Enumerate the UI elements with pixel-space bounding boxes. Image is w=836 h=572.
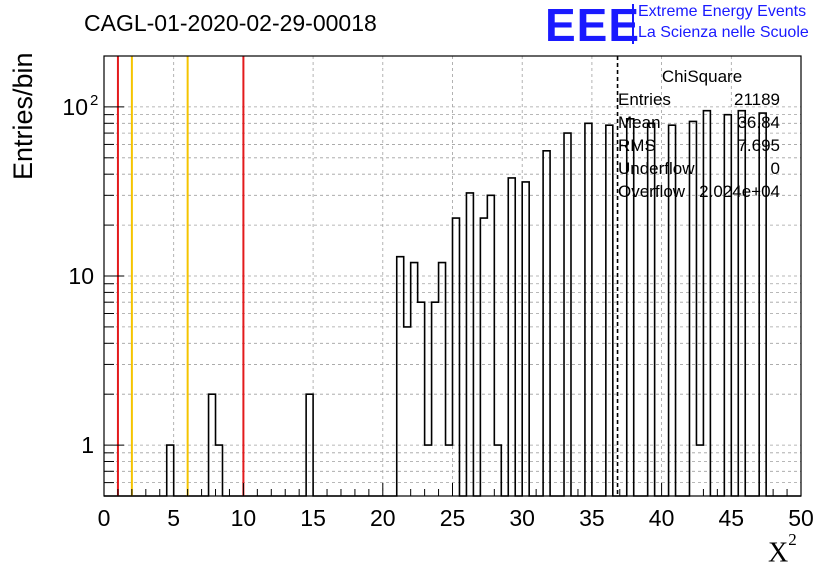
x-tick-label: 50 xyxy=(788,505,814,531)
histogram-bin xyxy=(466,193,473,496)
stats-box: ChiSquare Entries 21189 Mean 36.84 RMS 7.69… xyxy=(612,66,780,203)
stats-row-overflow: Overflow 2.024e+04 xyxy=(612,180,780,203)
stats-row-mean: Mean 36.84 xyxy=(612,111,780,134)
x-axis-label-base: X xyxy=(768,537,789,569)
stats-title: ChiSquare xyxy=(661,67,743,86)
x-tick-label: 35 xyxy=(579,505,605,531)
histogram-bin xyxy=(453,218,460,496)
stats-value: 2.024e+04 xyxy=(699,182,780,201)
x-tick-label: 25 xyxy=(440,505,466,531)
x-tick-label: 0 xyxy=(98,505,111,531)
histogram-bin xyxy=(432,302,439,496)
histogram-bin xyxy=(522,182,529,496)
histogram-bin xyxy=(508,178,515,496)
histogram-bin xyxy=(585,123,592,496)
stats-key: RMS xyxy=(618,136,656,155)
x-tick-label: 40 xyxy=(649,505,675,531)
chart-title: CAGL-01-2020-02-29-00018 xyxy=(84,10,377,36)
logo-line-1: Extreme Energy Events xyxy=(638,3,807,20)
y-tick-exponent: 2 xyxy=(90,92,98,109)
stats-value: 21189 xyxy=(733,90,780,109)
stats-key: Mean xyxy=(618,113,661,132)
eee-logo: EEE xyxy=(545,0,641,51)
y-axis-label: Entries/bin xyxy=(8,52,38,180)
stats-key: Underflow xyxy=(618,159,695,178)
stats-value: 7.695 xyxy=(737,136,780,155)
histogram-bin xyxy=(487,195,494,496)
x-axis-label-exponent: 2 xyxy=(788,530,797,549)
x-axis-label: X2 xyxy=(768,530,797,569)
histogram-bin xyxy=(404,327,411,496)
histogram-bin xyxy=(543,151,550,496)
x-tick-label: 15 xyxy=(300,505,326,531)
x-tick-label: 45 xyxy=(719,505,745,531)
histogram-bin xyxy=(439,263,446,496)
stats-row-underflow: Underflow 0 xyxy=(612,157,780,180)
stats-row-rms: RMS 7.695 xyxy=(612,134,780,157)
histogram-bin xyxy=(564,133,571,496)
x-tick-label: 5 xyxy=(167,505,180,531)
stats-key: Overflow xyxy=(618,182,686,201)
stats-value: 0 xyxy=(770,159,780,178)
y-tick-label: 10 xyxy=(68,263,94,289)
logo-line-2: La Scienza nelle Scuole xyxy=(638,24,809,41)
x-tick-label: 30 xyxy=(509,505,535,531)
x-tick-label: 20 xyxy=(370,505,396,531)
histogram-bin xyxy=(418,302,425,496)
stats-value: 36.84 xyxy=(737,113,780,132)
logo-separator xyxy=(632,4,634,44)
x-tick-label: 10 xyxy=(231,505,257,531)
y-tick-label: 10 xyxy=(62,94,88,120)
y-tick-label: 1 xyxy=(81,432,94,458)
histogram-bin xyxy=(480,218,487,496)
axis-ticks xyxy=(103,55,802,497)
histogram-bin xyxy=(411,263,418,496)
stats-key: Entries xyxy=(618,90,671,109)
stats-row-entries: Entries 21189 xyxy=(612,88,780,111)
